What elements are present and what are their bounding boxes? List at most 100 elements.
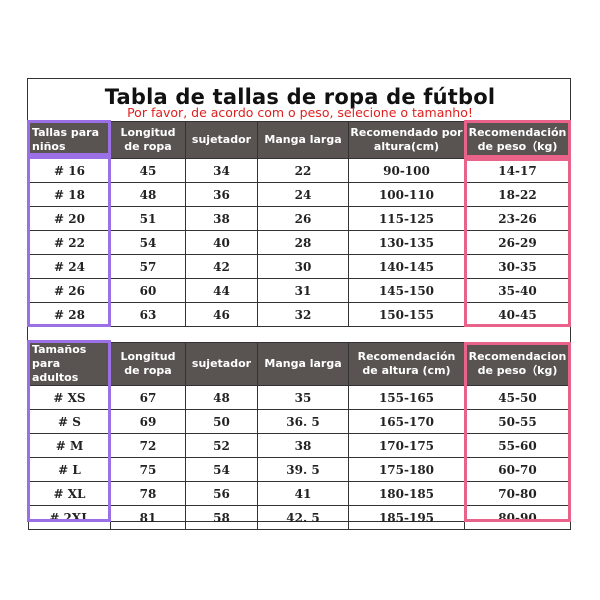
table-row: # 20 51 38 26 115-125 23-26 xyxy=(28,206,571,231)
adult-size-table: Tamaños para adultos Longitud de ropa suje… xyxy=(28,342,571,530)
table-cell: 39. 5 xyxy=(257,457,349,482)
table-cell: 175-180 xyxy=(348,457,465,482)
table-row: # XS 67 48 35 155-165 45-50 xyxy=(28,385,571,410)
table-row: # S 69 50 36. 5 165-170 50-55 xyxy=(28,409,571,434)
table-cell: 46 xyxy=(185,302,258,327)
table-cell: 57 xyxy=(110,254,186,279)
chart-subtitle: Por favor, de acordo com o peso, selecio… xyxy=(127,105,473,120)
table-cell: 14-17 xyxy=(464,158,571,183)
table-header-row: Tallas para niños Longitud de ropa sujetad… xyxy=(28,121,571,159)
column-header: Manga larga xyxy=(257,342,349,386)
table-cell: # 26 xyxy=(28,278,111,303)
table-cell: 180-185 xyxy=(348,481,465,506)
table-cell: # 24 xyxy=(28,254,111,279)
table-row: # 26 60 44 31 145-150 35-40 xyxy=(28,278,571,303)
table-cell: 36. 5 xyxy=(257,409,349,434)
table-cell: 38 xyxy=(257,433,349,458)
table-cell: 22 xyxy=(257,158,349,183)
table-cell: 28 xyxy=(257,230,349,255)
table-cell: 100-110 xyxy=(348,182,465,207)
table-cell: 63 xyxy=(110,302,186,327)
table-cell: 44 xyxy=(185,278,258,303)
table-cell: # M xyxy=(28,433,111,458)
column-header: Tallas para niños xyxy=(28,121,111,159)
table-cell: # 22 xyxy=(28,230,111,255)
table-cell: 42 xyxy=(185,254,258,279)
table-cell: 18-22 xyxy=(464,182,571,207)
table-cell: 67 xyxy=(110,385,186,410)
column-header: sujetador xyxy=(185,121,258,159)
table-cell: 150-155 xyxy=(348,302,465,327)
kids-size-table: Tallas para niños Longitud de ropa sujetad… xyxy=(28,121,571,327)
table-cell: 32 xyxy=(257,302,349,327)
column-header: Recomendación de altura (cm) xyxy=(348,342,465,386)
column-header: Tamaños para adultos xyxy=(28,342,111,386)
table-cell: 130-135 xyxy=(348,230,465,255)
table-cell: # XL xyxy=(28,481,111,506)
table-cell: 54 xyxy=(110,230,186,255)
table-cell: 36 xyxy=(185,182,258,207)
table-cell: 185-195 xyxy=(348,505,465,530)
table-cell: # XS xyxy=(28,385,111,410)
table-cell: 35 xyxy=(257,385,349,410)
table-cell: # 18 xyxy=(28,182,111,207)
column-header: sujetador xyxy=(185,342,258,386)
table-cell: 24 xyxy=(257,182,349,207)
table-cell: # 2XL xyxy=(28,505,111,530)
table-cell: # 20 xyxy=(28,206,111,231)
table-cell: 34 xyxy=(185,158,258,183)
table-cell: 155-165 xyxy=(348,385,465,410)
table-cell: 40-45 xyxy=(464,302,571,327)
table-cell: 80-90 xyxy=(464,505,571,530)
column-header: Recomendado por altura(cm) xyxy=(348,121,465,159)
table-cell: 41 xyxy=(257,481,349,506)
table-cell: 35-40 xyxy=(464,278,571,303)
table-cell: 60-70 xyxy=(464,457,571,482)
table-cell: 72 xyxy=(110,433,186,458)
table-cell: # 28 xyxy=(28,302,111,327)
table-cell: 78 xyxy=(110,481,186,506)
table-cell: 45 xyxy=(110,158,186,183)
table-row: # L 75 54 39. 5 175-180 60-70 xyxy=(28,457,571,482)
table-cell: 31 xyxy=(257,278,349,303)
table-cell: 81 xyxy=(110,505,186,530)
table-cell: 75 xyxy=(110,457,186,482)
table-row: # 22 54 40 28 130-135 26-29 xyxy=(28,230,571,255)
table-cell: 30 xyxy=(257,254,349,279)
table-row: # 2XL 81 58 42. 5 185-195 80-90 xyxy=(28,505,571,530)
table-header-row: Tamaños para adultos Longitud de ropa suje… xyxy=(28,342,571,386)
table-cell: 51 xyxy=(110,206,186,231)
table-cell: 69 xyxy=(110,409,186,434)
table-cell: 26 xyxy=(257,206,349,231)
table-cell: 40 xyxy=(185,230,258,255)
table-cell: 26-29 xyxy=(464,230,571,255)
table-row: # 28 63 46 32 150-155 40-45 xyxy=(28,302,571,327)
column-header: Recomendacion de peso（kg) xyxy=(464,342,571,386)
table-cell: 48 xyxy=(185,385,258,410)
table-cell: 50 xyxy=(185,409,258,434)
chart-title: Tabla de tallas de ropa de fútbol xyxy=(104,85,496,109)
table-cell: 38 xyxy=(185,206,258,231)
table-cell: 165-170 xyxy=(348,409,465,434)
table-cell: 45-50 xyxy=(464,385,571,410)
table-separator xyxy=(28,326,570,343)
table-cell: 52 xyxy=(185,433,258,458)
table-cell: # 16 xyxy=(28,158,111,183)
column-header: Manga larga xyxy=(257,121,349,159)
table-cell: 55-60 xyxy=(464,433,571,458)
table-cell: # L xyxy=(28,457,111,482)
column-header: Longitud de ropa xyxy=(110,121,186,159)
column-header: Longitud de ropa xyxy=(110,342,186,386)
table-cell: 42. 5 xyxy=(257,505,349,530)
table-row: # 16 45 34 22 90-100 14-17 xyxy=(28,158,571,183)
column-header: Recomendación de peso（kg) xyxy=(464,121,571,159)
table-row: # 24 57 42 30 140-145 30-35 xyxy=(28,254,571,279)
table-cell: 170-175 xyxy=(348,433,465,458)
table-cell: 30-35 xyxy=(464,254,571,279)
table-cell: 50-55 xyxy=(464,409,571,434)
table-cell: 48 xyxy=(110,182,186,207)
table-cell: # S xyxy=(28,409,111,434)
table-cell: 58 xyxy=(185,505,258,530)
table-cell: 140-145 xyxy=(348,254,465,279)
table-row: # M 72 52 38 170-175 55-60 xyxy=(28,433,571,458)
